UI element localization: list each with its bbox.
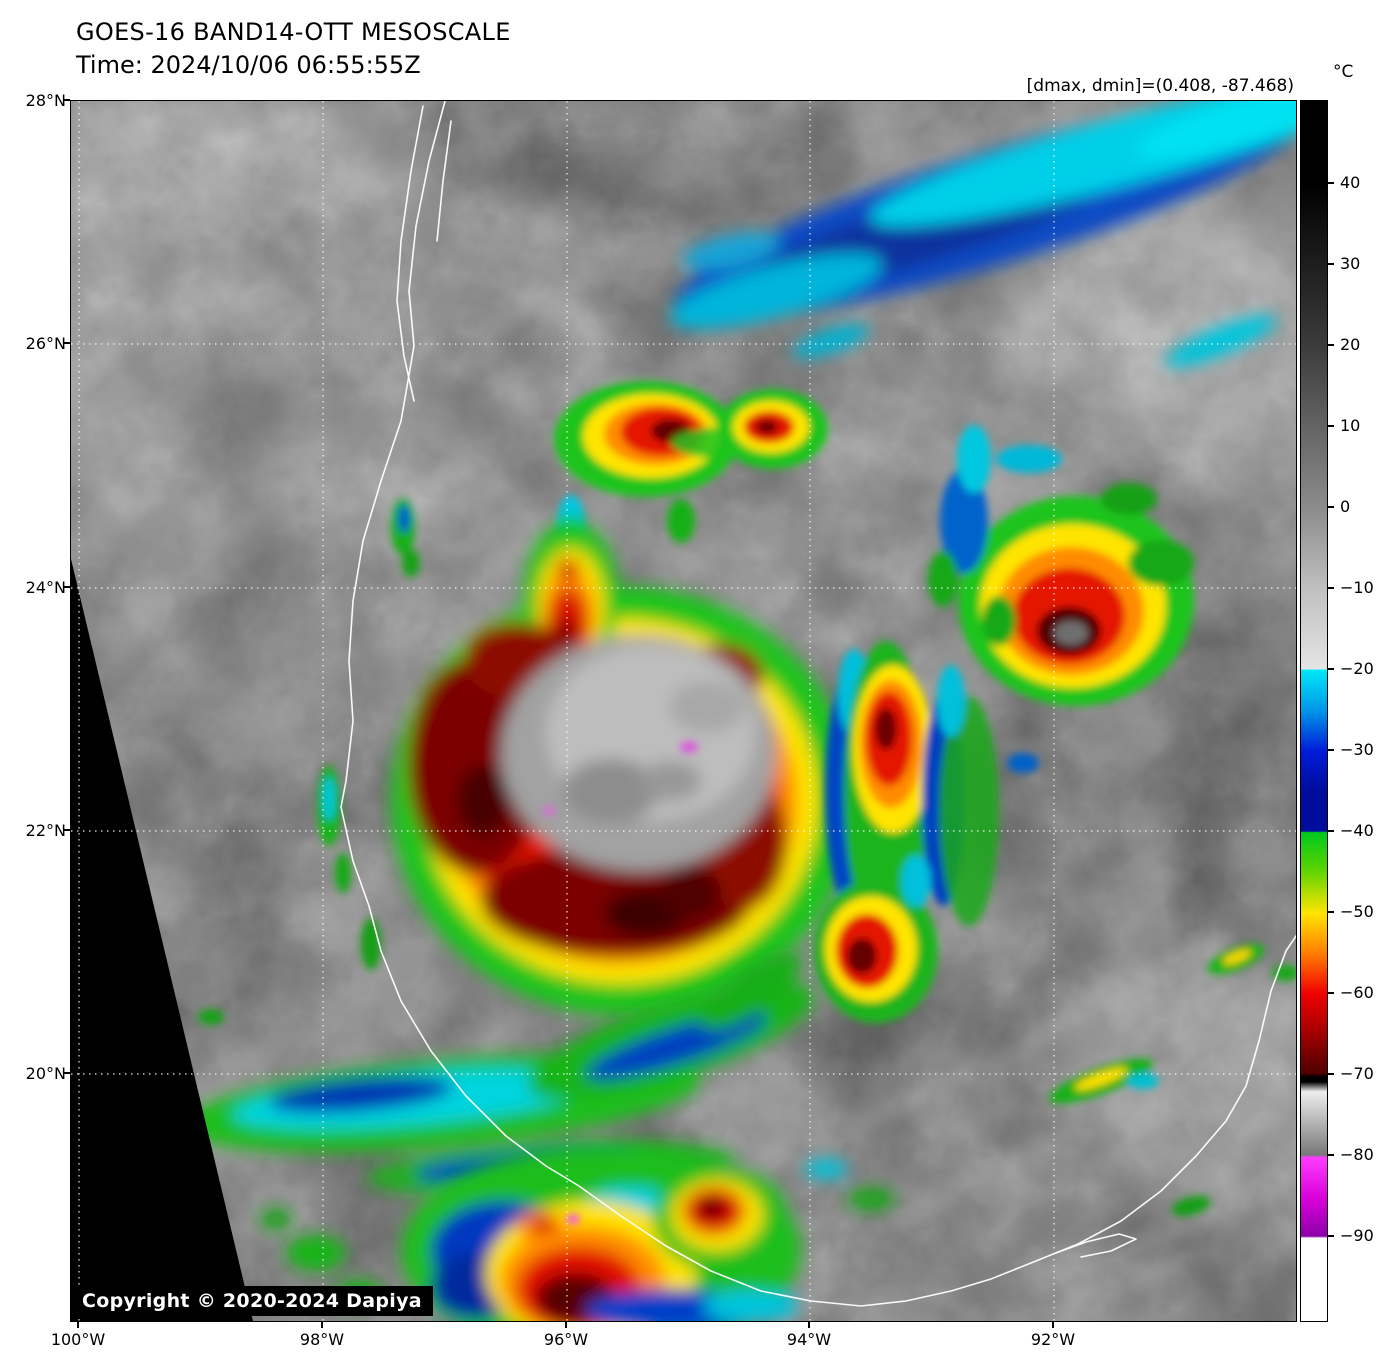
colorbar-tick xyxy=(1327,587,1334,589)
satellite-image xyxy=(71,101,1296,1321)
colorbar-tick-label: 40 xyxy=(1340,173,1361,192)
annotation-dmax-dmin: [dmax, dmin]=(0.408, -87.468) xyxy=(1026,76,1294,96)
colorbar-tick-label: −50 xyxy=(1340,902,1374,921)
colorbar-tick-label: 10 xyxy=(1340,416,1361,435)
scan-edge-black-wedge xyxy=(71,559,253,1321)
figure-subtitle: Time: 2024/10/06 06:55:55Z xyxy=(76,51,421,79)
colorbar-tick-label: −30 xyxy=(1340,740,1374,759)
lon-tick xyxy=(808,1321,810,1328)
lon-label: 92°W xyxy=(1030,1330,1076,1349)
colorbar xyxy=(1300,100,1328,1322)
latlon-gridlines xyxy=(71,101,1296,1321)
secondary-convection-cell xyxy=(928,425,1194,706)
lat-label: 28°N xyxy=(25,91,66,110)
southern-convection xyxy=(260,1146,895,1321)
colorbar-tick xyxy=(1327,344,1334,346)
lon-label: 100°W xyxy=(50,1330,106,1349)
coastline xyxy=(340,101,1296,1307)
milton-east-bands xyxy=(814,641,999,1023)
colorbar-tick-label: −80 xyxy=(1340,1145,1374,1164)
colorbar-tick xyxy=(1327,1235,1334,1237)
colorbar-tick-label: 0 xyxy=(1340,497,1351,516)
lon-tick xyxy=(1052,1321,1054,1328)
colorbar-tick-label: −10 xyxy=(1340,578,1374,597)
colorbar-tick xyxy=(1327,506,1334,508)
colorbar-tick xyxy=(1327,182,1334,184)
colorbar-tick-label: −20 xyxy=(1340,659,1374,678)
cold-cirrus-band xyxy=(669,101,1296,367)
colorbar-tick xyxy=(1327,749,1334,751)
satellite-map: Copyright © 2020-2024 Dapiya xyxy=(70,100,1297,1322)
colorbar-tick xyxy=(1327,1154,1334,1156)
lon-label: 96°W xyxy=(543,1330,589,1349)
lat-label: 26°N xyxy=(25,334,66,353)
colorbar-tick-label: 30 xyxy=(1340,254,1361,273)
colorbar-tick-label: 20 xyxy=(1340,335,1361,354)
lat-tick xyxy=(63,586,70,588)
lon-label: 94°W xyxy=(786,1330,832,1349)
colorbar-tick xyxy=(1327,425,1334,427)
colorbar-tick xyxy=(1327,1073,1334,1075)
lat-tick xyxy=(63,1072,70,1074)
lon-tick xyxy=(321,1321,323,1328)
colorbar-tick-label: −70 xyxy=(1340,1064,1374,1083)
lat-label: 22°N xyxy=(25,821,66,840)
colorbar-tick-label: −40 xyxy=(1340,821,1374,840)
northern-convection xyxy=(391,381,828,577)
colorbar-tick xyxy=(1327,263,1334,265)
colorbar-tick-label: −60 xyxy=(1340,983,1374,1002)
hurricane-milton-core xyxy=(391,521,855,1016)
lon-tick xyxy=(565,1321,567,1328)
lat-tick xyxy=(63,99,70,101)
colorbar-tick xyxy=(1327,830,1334,832)
colorbar-unit: °C xyxy=(1333,62,1354,82)
lat-label: 24°N xyxy=(25,578,66,597)
lat-tick xyxy=(63,829,70,831)
scattered-cells xyxy=(198,741,1296,1224)
lat-tick xyxy=(63,342,70,344)
colorbar-tick xyxy=(1327,668,1334,670)
lat-label: 20°N xyxy=(25,1064,66,1083)
copyright-badge: Copyright © 2020-2024 Dapiya xyxy=(71,1286,433,1316)
colorbar-tick-label: −90 xyxy=(1340,1226,1374,1245)
figure-title: GOES-16 BAND14-OTT MESOSCALE xyxy=(76,18,511,46)
colorbar-tick xyxy=(1327,992,1334,994)
colorbar-tick xyxy=(1327,911,1334,913)
lon-tick xyxy=(77,1321,79,1328)
lon-label: 98°W xyxy=(299,1330,345,1349)
